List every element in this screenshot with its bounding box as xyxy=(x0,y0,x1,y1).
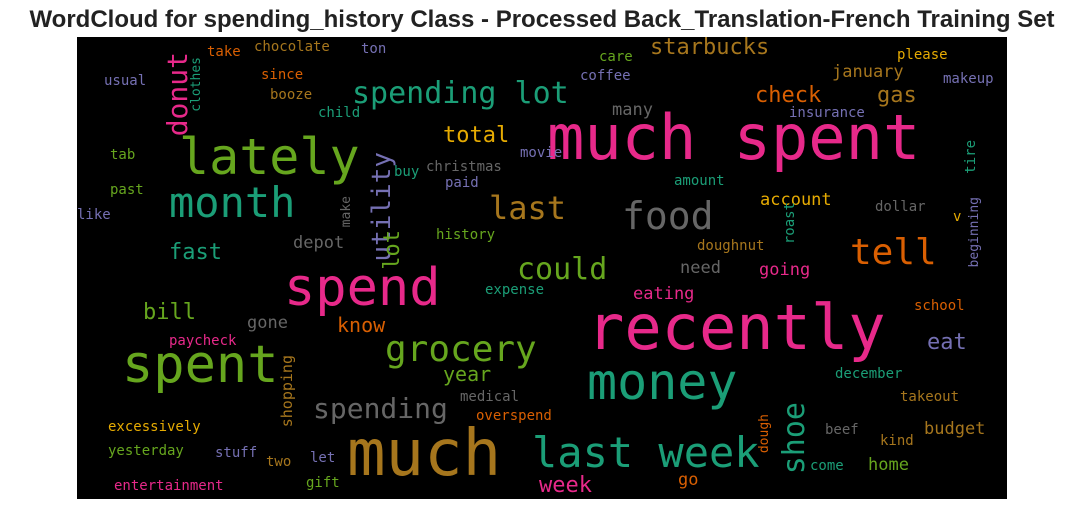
word-year: year xyxy=(443,362,492,386)
word-beginning: beginning xyxy=(967,197,982,268)
word-spent: spent xyxy=(122,335,279,395)
word-grocery: grocery xyxy=(385,329,537,370)
word-dollar: dollar xyxy=(875,199,926,215)
word-yesterday: yesterday xyxy=(108,443,184,459)
word-beef: beef xyxy=(825,422,859,438)
word-bill: bill xyxy=(143,300,196,325)
word-paycheck: paycheck xyxy=(169,333,237,349)
word-many: many xyxy=(612,100,653,120)
word-january: january xyxy=(832,62,904,82)
word-much-spent: much spent xyxy=(547,101,921,174)
word-overspend: overspend xyxy=(476,408,552,424)
word-last: last xyxy=(489,189,567,227)
word-gas: gas xyxy=(877,83,917,108)
word-eat: eat xyxy=(927,330,967,355)
word-need: need xyxy=(680,258,721,278)
word-past: past xyxy=(110,182,144,198)
word-account: account xyxy=(760,190,832,210)
word-doughnut: doughnut xyxy=(697,238,765,254)
word-amount: amount xyxy=(674,173,725,189)
word-stuff: stuff xyxy=(215,445,258,461)
word-money: money xyxy=(587,353,738,411)
word-expense: expense xyxy=(485,282,545,298)
word-week: week xyxy=(539,473,592,498)
word-roast: roast xyxy=(782,202,798,245)
word-clothes: clothes xyxy=(189,57,204,112)
word-tell: tell xyxy=(850,232,937,273)
word-insurance: insurance xyxy=(789,105,865,121)
word-tab: tab xyxy=(110,147,136,163)
word-two: two xyxy=(266,454,292,470)
word-donut: donut xyxy=(161,52,194,137)
word-gone: gone xyxy=(247,313,288,333)
word-medical: medical xyxy=(460,389,520,405)
word-eating: eating xyxy=(633,284,695,304)
word-spend: spend xyxy=(284,258,441,318)
word-lately: lately xyxy=(179,128,360,186)
word-tire: tire xyxy=(963,140,979,174)
word-coffee: coffee xyxy=(580,68,631,84)
word-usual: usual xyxy=(104,73,147,89)
word-could: could xyxy=(517,252,608,287)
word-child: child xyxy=(318,105,361,121)
word-going: going xyxy=(759,260,811,280)
word-recently: recently xyxy=(587,291,886,364)
word-movie: movie xyxy=(520,145,563,161)
word-much: much xyxy=(347,417,502,491)
word-shoe: shoe xyxy=(777,402,812,475)
word-booze: booze xyxy=(270,87,313,103)
word-food: food xyxy=(622,194,714,238)
word-since: since xyxy=(261,67,304,83)
word-budget: budget xyxy=(924,419,986,439)
word-care: care xyxy=(599,49,633,65)
word-dough: dough xyxy=(757,414,772,454)
word-make: make xyxy=(339,196,354,228)
word-know: know xyxy=(337,313,386,337)
word-spending-lot: spending lot xyxy=(352,76,569,111)
word-ton: ton xyxy=(361,41,387,57)
word-come: come xyxy=(810,458,844,474)
word-check: check xyxy=(755,83,822,108)
word-take: take xyxy=(207,44,241,60)
word-history: history xyxy=(436,227,496,243)
word-let: let xyxy=(310,450,336,466)
wordcloud-canvas: much spent recently much lately spend money sp… xyxy=(77,37,1007,499)
word-please: please xyxy=(897,47,948,63)
word-buy: buy xyxy=(394,164,420,180)
word-month: month xyxy=(169,178,296,227)
word-school: school xyxy=(914,298,965,314)
word-total: total xyxy=(443,123,510,148)
word-paid: paid xyxy=(445,175,479,191)
word-december: december xyxy=(835,366,903,382)
chart-title: WordCloud for spending_history Class - P… xyxy=(29,6,1055,33)
word-entertainment: entertainment xyxy=(114,478,224,494)
word-shopping: shopping xyxy=(278,355,296,428)
word-go: go xyxy=(678,470,699,490)
word-excessively: excessively xyxy=(108,419,201,435)
word-chocolate: chocolate xyxy=(254,39,330,55)
word-last-week: last week xyxy=(532,428,760,477)
word-lot: lot xyxy=(380,230,405,270)
word-makeup: makeup xyxy=(943,71,994,87)
word-takeout: takeout xyxy=(900,389,960,405)
word-spending: spending xyxy=(313,392,448,425)
word-home: home xyxy=(868,455,909,475)
word-christmas: christmas xyxy=(426,159,502,175)
word-v: v xyxy=(953,209,962,225)
word-fast: fast xyxy=(169,240,222,265)
word-depot: depot xyxy=(293,233,345,253)
word-starbucks: starbucks xyxy=(650,37,770,60)
word-like: like xyxy=(77,207,111,223)
word-gift: gift xyxy=(306,475,340,491)
word-kind: kind xyxy=(880,433,914,449)
